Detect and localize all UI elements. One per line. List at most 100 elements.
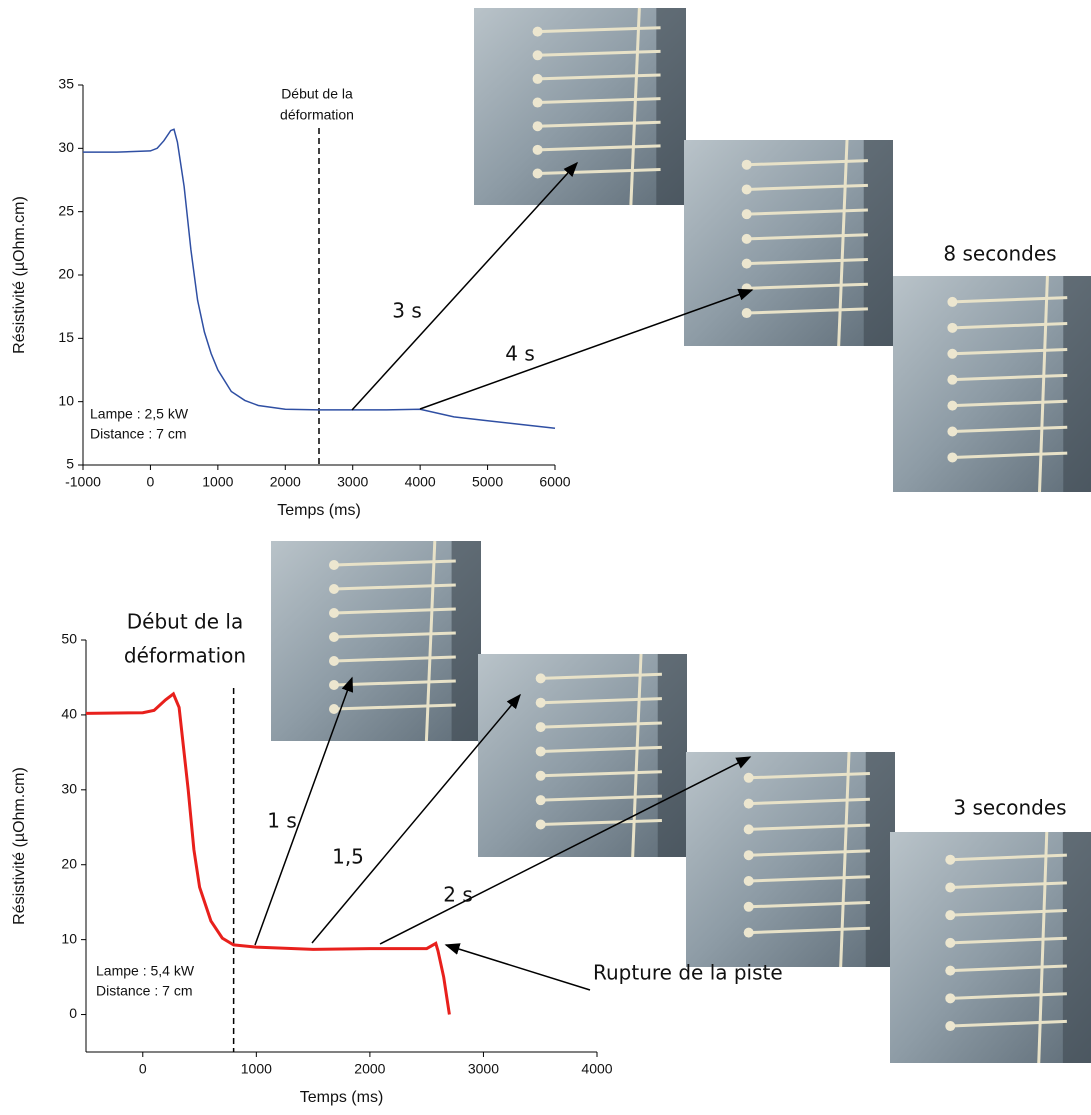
photo-pad (532, 144, 543, 155)
photo-strip (1062, 832, 1091, 1063)
photo-bus (631, 653, 643, 858)
photo-pad (741, 159, 752, 170)
photo-track (952, 373, 1068, 382)
photo-strip (451, 541, 481, 741)
photo-track (950, 1019, 1067, 1028)
photo-pad (947, 348, 958, 359)
x-tick-label: 3000 (468, 1061, 499, 1077)
photo-track (537, 26, 661, 34)
photo-track (333, 583, 456, 591)
photo-track (537, 144, 661, 152)
photo-pad (532, 50, 543, 61)
x-axis-title: Temps (ms) (277, 502, 361, 519)
photo-track (746, 257, 868, 266)
start-label: déformation (124, 644, 246, 668)
photo-pad (329, 656, 339, 666)
photo-pad (532, 121, 543, 132)
photo-label: 8 secondes (943, 242, 1056, 266)
photo-track (746, 282, 868, 290)
photo-pad (743, 876, 754, 886)
photo-strip (863, 140, 893, 346)
x-axis-title: Temps (ms) (300, 1089, 384, 1106)
y-tick-label: 50 (61, 631, 77, 647)
photo-pad (947, 296, 958, 307)
photo (890, 831, 1091, 1064)
x-tick-label: 2000 (270, 474, 301, 490)
photo-strip (1063, 276, 1091, 492)
photo-track (333, 679, 456, 687)
photo-track (748, 901, 870, 909)
arrow (419, 288, 754, 410)
y-tick-label: 0 (69, 1005, 77, 1021)
photo-pad (329, 704, 339, 714)
photo-track (952, 451, 1068, 459)
x-tick-label: 4000 (405, 474, 436, 490)
photo-pad (743, 901, 754, 912)
x-tick-label: 2000 (354, 1061, 385, 1077)
photo-track (540, 818, 662, 827)
photo-pad (741, 308, 752, 319)
photo-track (333, 703, 456, 711)
photo-bus (1037, 831, 1049, 1064)
photo-track (952, 399, 1068, 408)
photo-pad (743, 850, 754, 861)
photo-track (333, 607, 456, 615)
photo-pad (743, 927, 754, 938)
photo-track (537, 49, 661, 57)
photo-bus (1038, 275, 1049, 493)
photo-track (748, 772, 870, 780)
photo-bg (686, 752, 895, 967)
x-tick-label: 3000 (337, 474, 368, 490)
x-tick-label: 1000 (241, 1061, 272, 1077)
photo-pad (741, 233, 752, 244)
photo-pad (947, 400, 958, 411)
photo-track (950, 964, 1067, 973)
arrow (379, 756, 752, 945)
photo-pad (535, 722, 546, 733)
photo-bus (424, 540, 437, 742)
photo (893, 275, 1091, 493)
photo-track (537, 168, 661, 175)
photo-pad (329, 560, 339, 570)
photo (478, 653, 687, 858)
photo-track (950, 881, 1067, 889)
photo-track (748, 875, 870, 883)
photo-pad (741, 184, 752, 195)
photo-strip (657, 654, 687, 857)
photo-pad (945, 993, 956, 1004)
photo-bg (474, 8, 686, 205)
start-label: déformation (280, 107, 354, 123)
photo (684, 139, 893, 347)
photo-pad (535, 746, 546, 757)
photo-track (952, 322, 1068, 330)
photo-pad (945, 882, 956, 893)
photo-pad (329, 632, 339, 642)
photo-track (748, 849, 870, 857)
photo (474, 7, 686, 206)
x-tick-label: 5000 (472, 474, 503, 490)
photo-track (746, 159, 868, 167)
x-tick-label: 6000 (539, 474, 570, 490)
photo-pad (743, 772, 754, 783)
arrow-label: 2 s (443, 883, 473, 907)
y-tick-label: 35 (58, 76, 74, 92)
photo-track (748, 797, 870, 806)
photo-bg (890, 832, 1091, 1063)
photo-track (950, 909, 1067, 917)
photo-track (540, 745, 662, 753)
photo-track (950, 936, 1067, 945)
arrow (254, 676, 354, 946)
photo-pad (329, 584, 339, 594)
photo-bg (478, 654, 687, 857)
photo-track (746, 208, 868, 216)
photo-strip (656, 8, 686, 205)
y-tick-label: 30 (58, 139, 74, 155)
photo-pad (329, 680, 339, 690)
x-tick-label: -1000 (65, 474, 101, 490)
start-label: Début de la (281, 86, 353, 102)
data-line (85, 691, 451, 1015)
photo-pad (945, 937, 956, 948)
y-axis-title: Résistivité (µOhm.cm) (11, 767, 28, 925)
photo-pad (947, 452, 958, 463)
y-tick-label: 20 (58, 266, 74, 282)
